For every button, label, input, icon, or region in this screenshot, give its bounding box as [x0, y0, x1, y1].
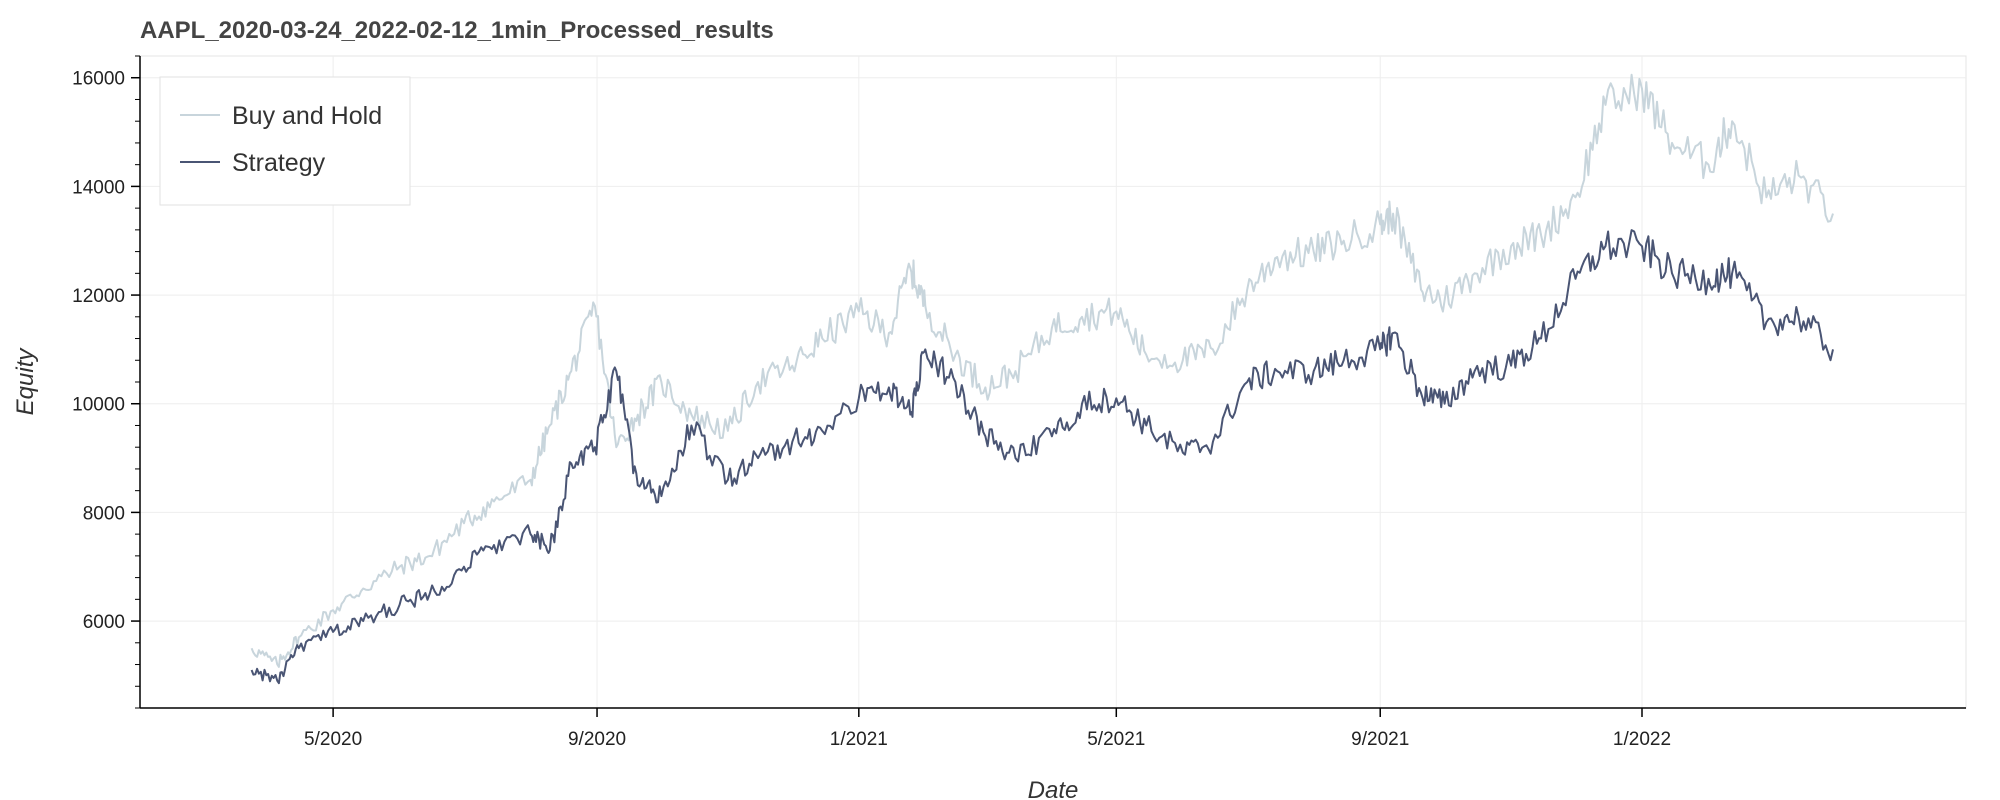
y-axis-label: Equity [12, 347, 39, 416]
x-axis-label: Date [1028, 777, 1079, 800]
legend-box [159, 76, 411, 206]
plot-frame [139, 55, 1967, 709]
series-line-1 [250, 229, 1834, 685]
grid [140, 56, 1966, 708]
y-tick-label: 10000 [72, 395, 125, 416]
x-tick-label: 9/2021 [1351, 729, 1409, 750]
legend: Buy and Hold Strategy [159, 76, 411, 206]
y-tick-label: 16000 [72, 69, 125, 90]
axes: 6000 8000 10000 12000 14000 16000 5/2020 9/2020… [72, 55, 1966, 750]
legend-label: Strategy [232, 149, 326, 177]
legend-label: Buy and Hold [232, 102, 382, 130]
chart-title: AAPL_2020-03-24_2022-02-12_1min_Processe… [140, 17, 774, 44]
series-line-0 [250, 73, 1834, 668]
x-tick-label: 5/2020 [304, 729, 362, 750]
series-layer [250, 73, 1834, 685]
x-tick-label: 1/2021 [830, 729, 888, 750]
x-tick-label: 1/2022 [1613, 729, 1671, 750]
y-tick-label: 14000 [72, 177, 125, 198]
y-tick-label: 12000 [72, 286, 125, 307]
x-tick-label: 5/2021 [1087, 729, 1145, 750]
y-tick-label: 6000 [83, 612, 125, 633]
x-tick-label: 9/2020 [568, 729, 626, 750]
y-tick-label: 8000 [83, 503, 125, 524]
